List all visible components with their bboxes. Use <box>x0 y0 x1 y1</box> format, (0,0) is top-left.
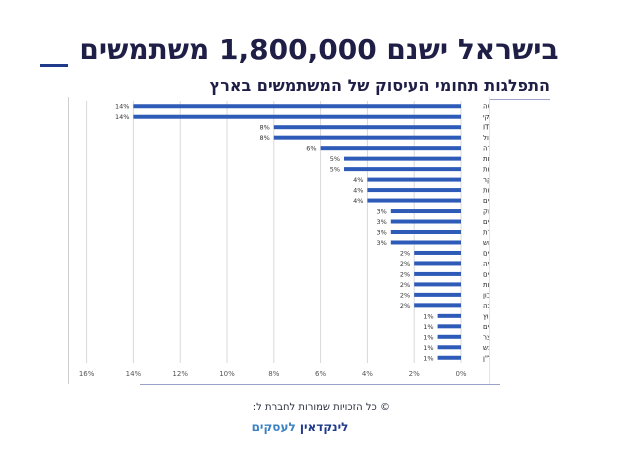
data-label: 2% <box>400 249 410 257</box>
category-label: פיננסים <box>483 218 489 226</box>
bar <box>390 230 461 234</box>
category-label: שיווק <box>483 208 489 216</box>
category-label: מכירות <box>483 155 489 163</box>
category-label: אבטחת איכות <box>483 281 489 289</box>
data-label: 14% <box>115 103 129 111</box>
data-label: 1% <box>423 354 433 362</box>
bar <box>344 167 461 172</box>
x-tick-label: 2% <box>409 370 420 378</box>
category-label: תפעול <box>483 134 489 142</box>
category-label: מחקר <box>483 176 489 184</box>
footer-divider <box>140 384 500 385</box>
bar <box>390 209 461 214</box>
bar <box>367 177 461 182</box>
bar <box>414 292 461 297</box>
chart-frame: 0% 2% 4% 6% 8% 10% 12% 14% 16% 14% הנדסה 14% פיתוח ע… <box>68 97 490 384</box>
bar <box>414 303 461 308</box>
title-accent-line <box>40 64 68 67</box>
x-tick-label: 12% <box>172 370 188 378</box>
bar <box>437 324 461 329</box>
category-label: תמיכה <box>483 302 489 310</box>
category-label: מנהלי פרוייקטים <box>483 197 489 205</box>
category-label: רכש <box>483 344 489 352</box>
data-label: 3% <box>376 229 386 237</box>
bar <box>344 156 461 161</box>
data-label: 8% <box>259 134 269 142</box>
category-label: ראיית חשבון <box>483 291 489 299</box>
data-label: 1% <box>423 312 433 320</box>
data-label: 2% <box>400 291 410 299</box>
bar <box>437 345 461 350</box>
category-label: עיצוב ואומנות <box>483 166 489 174</box>
data-label: 2% <box>400 270 410 278</box>
data-label: 1% <box>423 323 433 331</box>
copyright-text: © כל הזכויות שמורות לחברת ל: <box>252 402 390 413</box>
data-label: 6% <box>306 145 316 153</box>
x-tick-label: 8% <box>268 370 279 378</box>
x-tick-label: 14% <box>126 370 142 378</box>
bar <box>367 198 461 203</box>
category-label: הדרכה ולמידה <box>483 145 489 153</box>
x-tick-label: 16% <box>79 370 95 378</box>
page-subtitle: התפלגות תחומי העיסוק של המשתמשים בארץ <box>160 73 550 100</box>
bar <box>367 188 461 193</box>
bar <box>414 261 461 266</box>
bar <box>437 313 461 318</box>
category-label: ניהול מוצר <box>483 333 489 341</box>
category-label: קהילה ושירותים חברתיים <box>483 249 489 257</box>
brand-logo: לינקדאין לעסקים <box>240 418 360 436</box>
category-label: נדל"ן <box>483 354 489 362</box>
bar <box>390 240 461 245</box>
category-label: יעוץ <box>483 312 489 320</box>
bar-chart: 0% 2% 4% 6% 8% 10% 12% 14% 16% 14% הנדסה 14% פיתוח ע… <box>79 101 489 378</box>
bar <box>273 135 461 140</box>
category-label: אנשי IT <box>483 124 489 132</box>
data-label: 4% <box>353 176 363 184</box>
data-label: 5% <box>330 166 340 174</box>
x-tick-label: 0% <box>455 370 466 378</box>
data-label: 8% <box>259 124 269 132</box>
category-label: אדמיניסטרציה <box>483 260 489 268</box>
data-label: 3% <box>376 218 386 226</box>
category-label: הנדסה <box>483 103 489 111</box>
x-tick-label: 6% <box>315 370 326 378</box>
data-label: 3% <box>376 208 386 216</box>
brand-main-text: לינקדאין <box>299 420 349 434</box>
data-label: 4% <box>353 187 363 195</box>
data-label: 4% <box>353 197 363 205</box>
category-label: פיתוח עסקי <box>483 113 489 121</box>
bar <box>320 146 461 151</box>
data-label: 5% <box>330 155 340 163</box>
data-label: 2% <box>400 260 410 268</box>
data-label: 2% <box>400 302 410 310</box>
category-label: שירותי בריאות <box>483 187 489 195</box>
data-label: 14% <box>115 113 129 121</box>
data-label: 3% <box>376 239 386 247</box>
category-label: משפטים <box>483 270 489 278</box>
data-label: 1% <box>423 333 433 341</box>
x-tick-label: 10% <box>219 370 235 378</box>
bar <box>390 219 461 224</box>
page-title: בישראל ישנם 1,800,000 משתמשים <box>79 33 559 66</box>
data-label: 1% <box>423 344 433 352</box>
category-label: מדיה ותקשורת <box>483 229 489 237</box>
brand-accent-text: לעסקים <box>251 420 296 434</box>
bar <box>437 334 461 339</box>
bar <box>414 282 461 287</box>
bar <box>133 114 461 119</box>
bar <box>414 271 461 276</box>
bar <box>133 104 461 109</box>
x-tick-label: 4% <box>362 370 373 378</box>
category-label: יזמים <box>483 323 489 331</box>
bar <box>273 125 461 130</box>
category-label: משאבי אנוש <box>483 239 489 247</box>
bar <box>414 250 461 255</box>
data-label: 2% <box>400 281 410 289</box>
bar <box>437 355 461 360</box>
